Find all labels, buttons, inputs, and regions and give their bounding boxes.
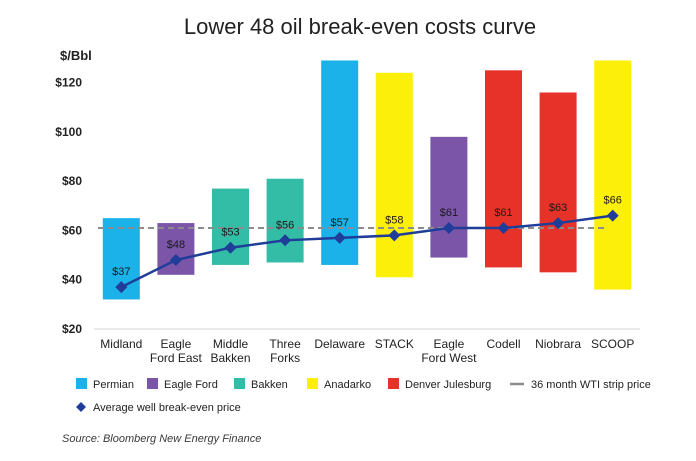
legend-label: Bakken xyxy=(251,379,288,391)
x-tick-label: Eagle xyxy=(161,337,192,351)
y-tick-label: $120 xyxy=(55,76,82,90)
break-even-data-label: $63 xyxy=(549,202,567,214)
legend-label: Anadarko xyxy=(324,379,371,391)
x-tick-label: SCOOP xyxy=(591,337,634,351)
break-even-point xyxy=(388,229,401,242)
legend-label: 36 month WTI strip price xyxy=(531,379,651,391)
legend-swatch xyxy=(388,378,399,389)
x-tick-label: Three xyxy=(269,337,301,351)
range-bar xyxy=(321,60,359,265)
y-axis-label: $/Bbl xyxy=(60,48,92,63)
break-even-data-label: $53 xyxy=(221,227,239,239)
break-even-data-label: $61 xyxy=(440,207,458,219)
y-tick-label: $60 xyxy=(62,223,82,237)
legend-label: Permian xyxy=(93,379,134,391)
range-bar xyxy=(266,178,304,263)
legend-swatch xyxy=(234,378,245,389)
range-bar xyxy=(375,72,413,278)
break-even-point xyxy=(224,241,237,254)
range-bar xyxy=(485,70,522,268)
x-tick-label: Bakken xyxy=(210,351,250,365)
break-even-data-label: $66 xyxy=(604,195,622,207)
legend-label: Eagle Ford xyxy=(164,379,218,391)
y-tick-label: $80 xyxy=(62,174,82,188)
break-even-data-label: $37 xyxy=(112,266,130,278)
x-tick-label: Ford West xyxy=(421,351,477,365)
x-tick-label: Codell xyxy=(486,337,520,351)
legend-label: Average well break-even price xyxy=(93,402,241,414)
chart-title: Lower 48 oil break-even costs curve xyxy=(184,14,536,39)
break-even-data-label: $56 xyxy=(276,219,294,231)
x-tick-label: Eagle xyxy=(434,337,465,351)
break-even-point xyxy=(552,217,565,230)
y-tick-label: $20 xyxy=(62,322,82,336)
break-even-point xyxy=(115,281,128,294)
break-even-data-label: $58 xyxy=(385,214,403,226)
break-even-point xyxy=(169,254,182,267)
legend-swatch xyxy=(76,378,87,389)
legend-swatch xyxy=(147,378,158,389)
x-tick-label: STACK xyxy=(375,337,414,351)
range-bar xyxy=(594,60,632,290)
x-tick-label: Delaware xyxy=(314,337,365,351)
break-even-data-label: $61 xyxy=(494,207,512,219)
source-note: Source: Bloomberg New Energy Finance xyxy=(62,433,261,445)
x-tick-label: Forks xyxy=(270,351,300,365)
break-even-point xyxy=(606,209,619,222)
x-tick-label: Ford East xyxy=(150,351,203,365)
legend-label: Denver Julesburg xyxy=(405,379,491,391)
x-tick-label: Middle xyxy=(213,337,249,351)
range-bar xyxy=(539,92,577,273)
x-tick-label: Midland xyxy=(100,337,142,351)
break-even-series-line xyxy=(120,214,613,289)
break-even-point xyxy=(279,234,292,247)
break-even-point xyxy=(442,221,455,234)
break-even-point xyxy=(497,221,510,234)
y-tick-label: $100 xyxy=(55,125,82,139)
break-even-data-label: $57 xyxy=(331,217,349,229)
range-bar xyxy=(430,136,468,258)
y-tick-label: $40 xyxy=(62,273,82,287)
legend-marker xyxy=(76,402,86,412)
break-even-point xyxy=(333,231,346,244)
legend-swatch xyxy=(307,378,318,389)
break-even-data-label: $48 xyxy=(167,239,185,251)
x-tick-label: Niobrara xyxy=(535,337,581,351)
